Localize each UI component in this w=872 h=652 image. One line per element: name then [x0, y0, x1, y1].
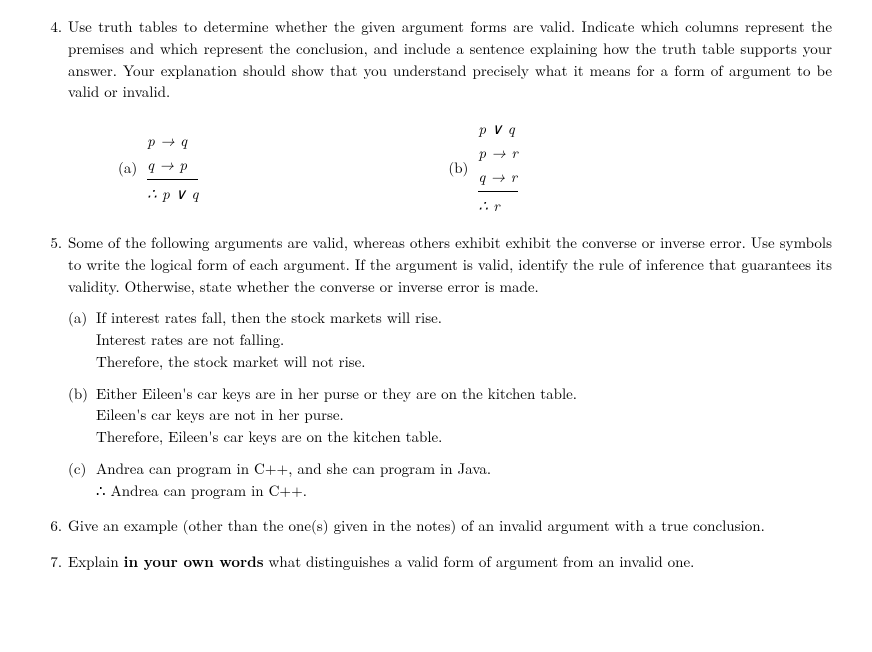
- q5a-line-2: Interest rates are not falling.: [96, 329, 832, 351]
- q5c-line-1: Andrea can program in C++, and she can p…: [96, 458, 832, 480]
- q4b-premise-3: q → r: [478, 165, 517, 189]
- q5b-line-1: Either Eileen's car keys are in her purs…: [96, 383, 832, 405]
- q4a-premise-2: q → p: [147, 153, 198, 177]
- q7-text-bold: in your own words: [124, 551, 264, 572]
- q5b-body: Either Eileen's car keys are in her purs…: [96, 383, 832, 448]
- q5c: (c) Andrea can program in C++, and she c…: [68, 458, 832, 502]
- q5b-line-2: Eileen's car keys are not in her purse.: [96, 404, 832, 426]
- question-7: 7. Explain in your own words what distin…: [40, 551, 832, 573]
- q4a-label: (a): [118, 157, 137, 179]
- q5c-label: (c): [68, 458, 96, 502]
- q5b-label: (b): [68, 383, 96, 448]
- q6-text: Give an example (other than the one(s) g…: [68, 515, 765, 536]
- question-6: 6. Give an example (other than the one(s…: [40, 515, 832, 537]
- q5c-body: Andrea can program in C++, and she can p…: [96, 458, 832, 502]
- q5b-line-3: Therefore, Eileen's car keys are on the …: [96, 426, 832, 448]
- q5-text: Some of the following arguments are vali…: [68, 232, 832, 297]
- q4b-premise-2: p → r: [478, 141, 517, 165]
- q4a-argument: p → q q → p ∴ p ∨ q: [147, 129, 198, 206]
- q4b-conclusion: ∴ r: [478, 191, 517, 218]
- q4a-conclusion: ∴ p ∨ q: [147, 179, 198, 206]
- q5a: (a) If interest rates fall, then the sto…: [68, 307, 832, 372]
- q5-number: 5.: [40, 232, 62, 501]
- q4-subparts-row: (a) p → q q → p ∴ p ∨ q (b) p ∨ q p → r …: [68, 117, 832, 218]
- q6-number: 6.: [40, 515, 62, 537]
- q4b-argument: p ∨ q p → r q → r ∴ r: [478, 117, 517, 218]
- q5a-body: If interest rates fall, then the stock m…: [96, 307, 832, 372]
- q4-number: 4.: [40, 16, 62, 218]
- q4-text: Use truth tables to determine whether th…: [68, 16, 832, 102]
- q4a-premise-1: p → q: [147, 129, 198, 153]
- question-4: 4. Use truth tables to determine whether…: [40, 16, 832, 218]
- q4b-label: (b): [448, 157, 468, 179]
- q5a-line-3: Therefore, the stock market will not ris…: [96, 351, 832, 373]
- q4b: (b) p ∨ q p → r q → r ∴ r: [448, 117, 517, 218]
- q5-body: Some of the following arguments are vali…: [68, 232, 832, 501]
- q5a-label: (a): [68, 307, 96, 372]
- q4b-premise-1: p ∨ q: [478, 117, 517, 141]
- q7-number: 7.: [40, 551, 62, 573]
- question-5: 5. Some of the following arguments are v…: [40, 232, 832, 501]
- q6-body: Give an example (other than the one(s) g…: [68, 515, 832, 537]
- q5b: (b) Either Eileen's car keys are in her …: [68, 383, 832, 448]
- q7-text-pre: Explain: [68, 551, 124, 572]
- q5c-line-2: ∴ Andrea can program in C++.: [96, 480, 832, 502]
- q7-body: Explain in your own words what distingui…: [68, 551, 832, 573]
- q4a: (a) p → q q → p ∴ p ∨ q: [118, 117, 198, 218]
- q4-body: Use truth tables to determine whether th…: [68, 16, 832, 218]
- q7-text-post: what distinguishes a valid form of argum…: [264, 551, 695, 572]
- q5a-line-1: If interest rates fall, then the stock m…: [96, 307, 832, 329]
